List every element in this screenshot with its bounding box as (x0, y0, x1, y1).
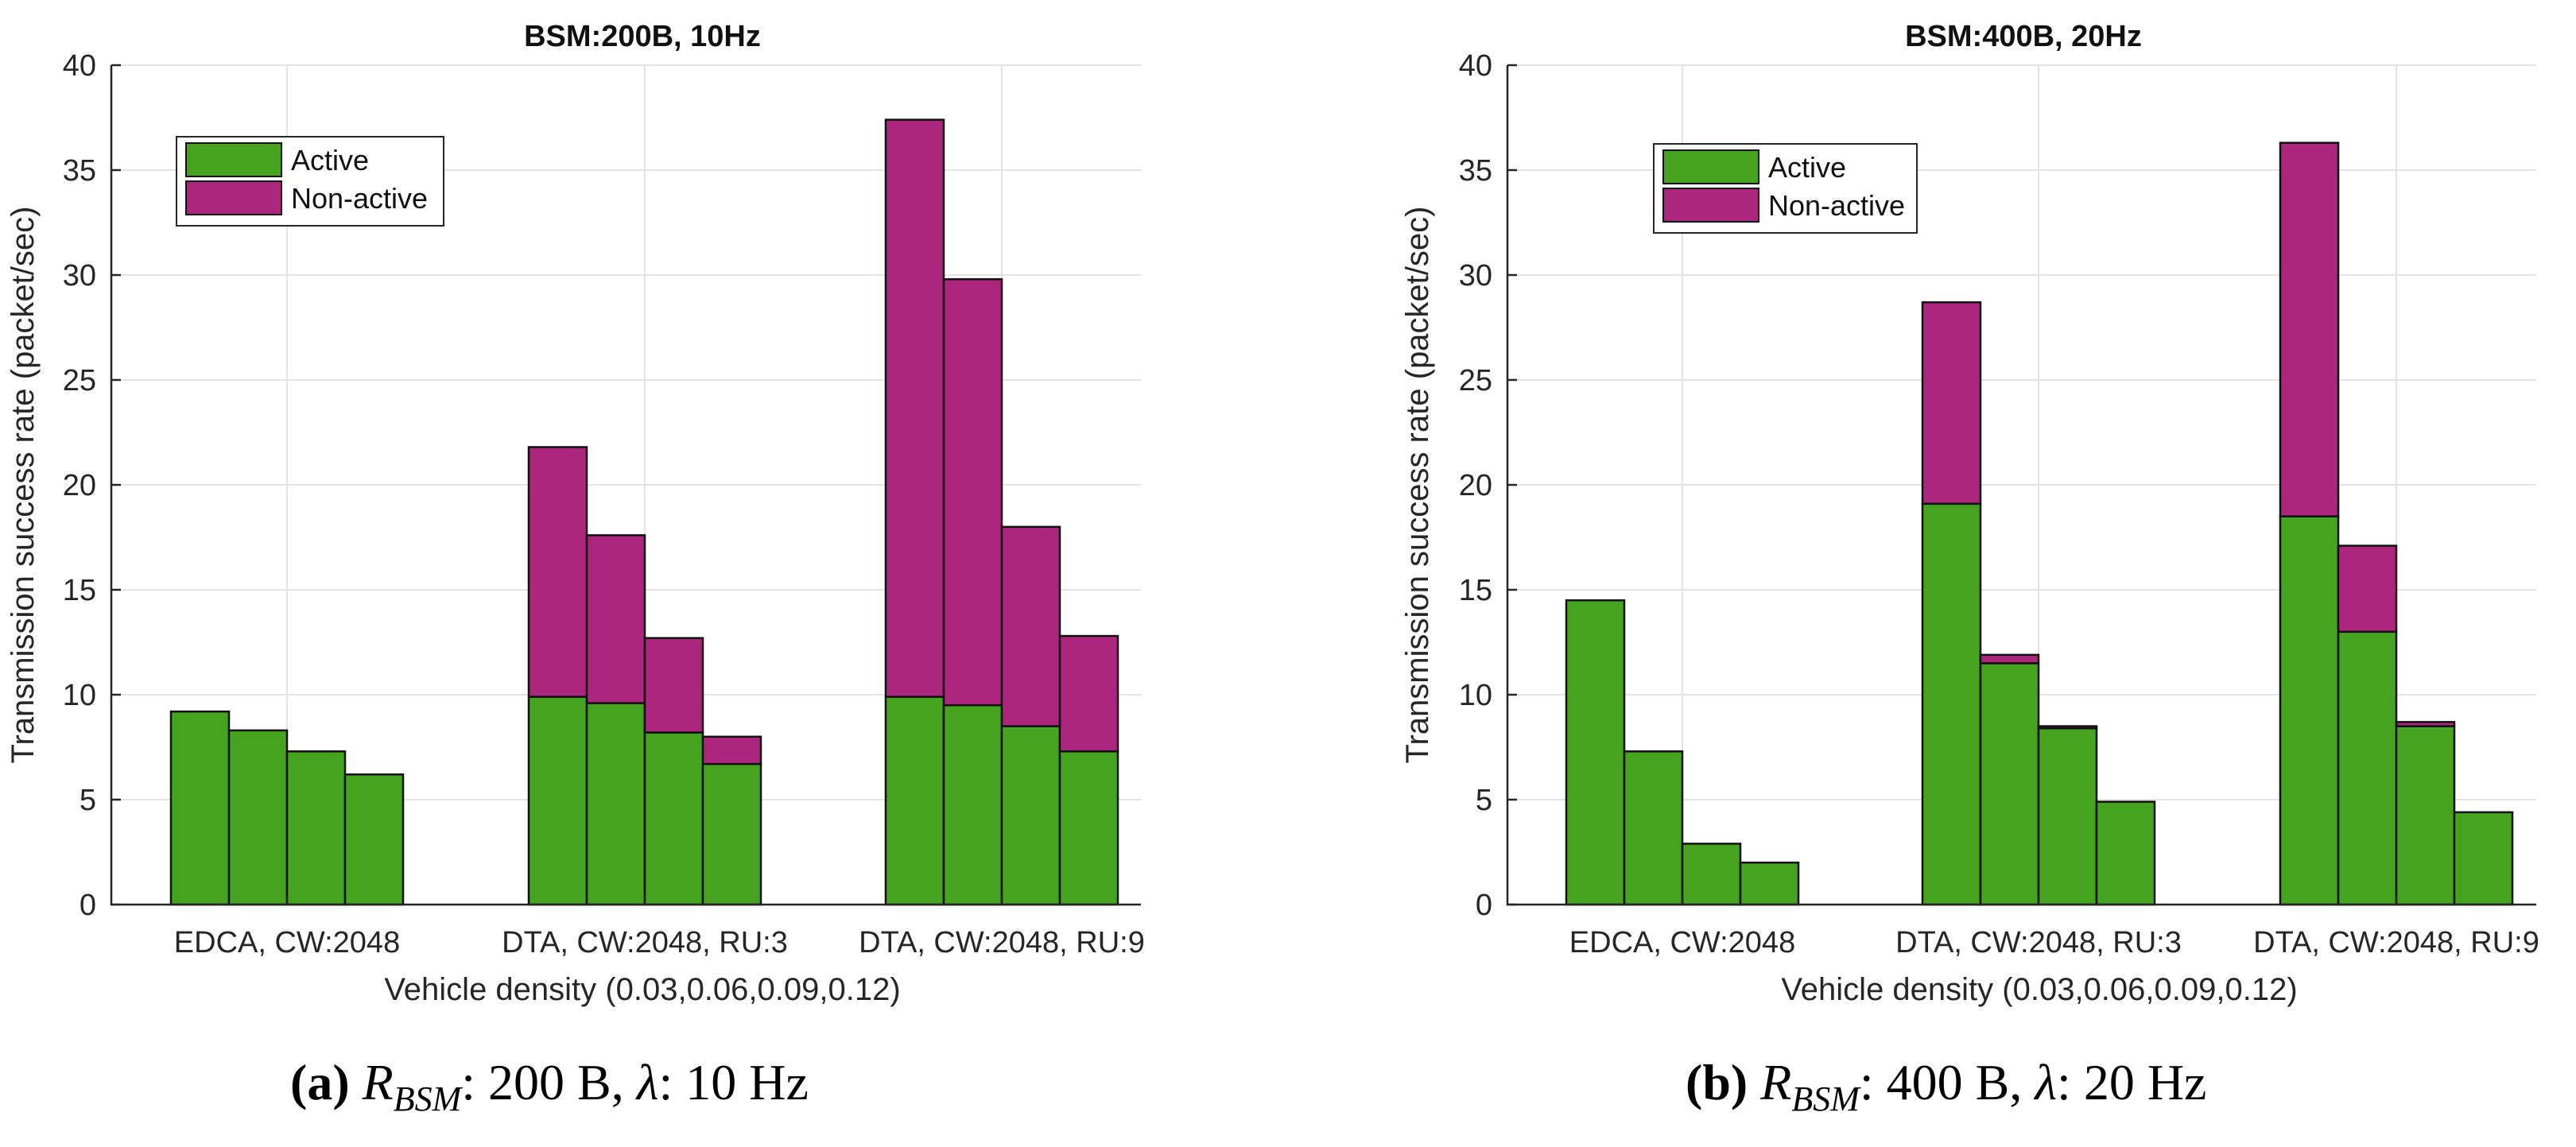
y-tick-label: 10 (1459, 679, 1492, 712)
y-tick-label: 5 (1476, 784, 1492, 817)
bar-active (169, 710, 231, 906)
bar-active (2279, 515, 2340, 906)
bar-active (1058, 750, 1119, 906)
bar-active (643, 731, 704, 906)
y-tick-label: 40 (1459, 49, 1492, 83)
caption-b-lambda: λ (2035, 1054, 2058, 1110)
bar-active (343, 773, 405, 906)
bar-nonactive (1058, 634, 1119, 753)
caption-b-subscript: BSM (1791, 1079, 1860, 1118)
y-tick-label: 10 (63, 679, 96, 712)
bar-nonactive (527, 446, 588, 698)
x-tick-label: EDCA, CW:2048 (1569, 926, 1795, 959)
x-tick-label: DTA, CW:2048, RU:9 (2253, 926, 2539, 959)
y-tick-label: 15 (63, 574, 96, 607)
legend-label-nonactive: Non-active (1768, 189, 1905, 222)
y-tick-label: 5 (80, 784, 96, 817)
caption-a-subscript: BSM (393, 1079, 462, 1118)
x-tick-label: DTA, CW:2048, RU:3 (1895, 926, 2182, 959)
legend-swatch-active (185, 142, 282, 177)
y-tick-label: 35 (1459, 154, 1492, 188)
bar-active (942, 703, 1003, 906)
y-tick-label: 35 (63, 154, 96, 188)
caption-b-size: : 400 B, (1859, 1054, 2035, 1110)
caption-a-letter: (a) (290, 1054, 350, 1110)
caption-a-lambda: λ (636, 1054, 659, 1110)
caption-b-symbol: R (1760, 1054, 1792, 1110)
bar-active (2037, 727, 2098, 906)
bar-active (227, 729, 289, 906)
caption-b-letter: (b) (1686, 1054, 1748, 1110)
x-tick-label: DTA, CW:2048, RU:3 (502, 926, 788, 959)
bar-nonactive (1979, 653, 2040, 665)
bar-active (1565, 599, 1626, 906)
bar-active (1921, 502, 1982, 906)
bar-active (1000, 725, 1061, 906)
y-tick-label: 20 (1459, 469, 1492, 502)
caption-a: (a) RBSM: 200 B, λ: 10 Hz (290, 1053, 809, 1117)
bar-nonactive (2395, 721, 2456, 727)
x-tick-label: DTA, CW:2048, RU:9 (859, 926, 1145, 959)
caption-b-rate: : 20 Hz (2057, 1054, 2207, 1110)
bar-active (2395, 725, 2456, 906)
y-tick-label: 25 (1459, 364, 1492, 397)
bar-active (2453, 811, 2514, 906)
y-tick-label: 0 (1476, 889, 1492, 922)
y-tick-label: 15 (1459, 574, 1492, 607)
caption-a-rate: : 10 Hz (658, 1054, 809, 1110)
bar-active (1681, 843, 1742, 906)
bar-active (884, 696, 945, 906)
x-axis-label: Vehicle density (0.03,0.06,0.09,0.12) (1781, 972, 2297, 1007)
bar-active (701, 762, 762, 906)
bar-active (1739, 861, 1800, 906)
bar-nonactive (585, 534, 646, 704)
bar-nonactive (1921, 301, 1982, 506)
bar-nonactive (701, 735, 762, 765)
bar-active (527, 696, 588, 906)
chart-title: BSM:200B, 10Hz (524, 20, 761, 53)
bar-nonactive (884, 118, 945, 698)
legend-label-nonactive: Non-active (291, 182, 428, 215)
bar-nonactive (2037, 725, 2098, 730)
caption-a-size: : 200 B, (461, 1054, 637, 1110)
legend-swatch-nonactive (1662, 188, 1759, 223)
bar-nonactive (2279, 141, 2340, 517)
legend-swatch-nonactive (185, 180, 282, 215)
bar-active (585, 702, 646, 906)
chart-panel-b: 0 5 10 15 20 25 30 35 40 EDCA, CW:2048 DTA, CW:204… (1400, 20, 2539, 1007)
y-tick-label: 25 (63, 364, 96, 397)
y-axis-label: Transmission success rate (packet/sec) (6, 207, 41, 764)
y-tick-label: 30 (63, 259, 96, 293)
bar-nonactive (1000, 525, 1061, 727)
caption-a-symbol: R (362, 1054, 394, 1110)
y-tick-label: 30 (1459, 259, 1492, 293)
bar-active (285, 750, 347, 906)
caption-b: (b) RBSM: 400 B, λ: 20 Hz (1686, 1053, 2207, 1117)
bar-nonactive (643, 637, 704, 734)
x-tick-label: EDCA, CW:2048 (174, 926, 400, 959)
y-axis-label: Transmission success rate (packet/sec) (1400, 207, 1435, 764)
bar-active (2337, 630, 2398, 906)
chart-panel-a: 0 5 10 15 20 25 30 35 40 EDCA, CW:2048 DTA, CW:204… (6, 20, 1145, 1007)
bar-active (1623, 750, 1684, 906)
legend-swatch-active (1662, 149, 1759, 184)
legend-label-active: Active (291, 144, 369, 176)
bar-nonactive (942, 278, 1003, 707)
legend-label-active: Active (1768, 151, 1846, 184)
bar-active (1979, 662, 2040, 906)
chart-title: BSM:400B, 20Hz (1905, 20, 2142, 53)
bar-nonactive (2337, 544, 2398, 634)
y-tick-label: 0 (80, 889, 96, 922)
bar-active (2095, 800, 2156, 906)
x-axis-label: Vehicle density (0.03,0.06,0.09,0.12) (384, 972, 900, 1007)
y-tick-label: 20 (63, 469, 96, 502)
y-tick-label: 40 (63, 49, 96, 83)
